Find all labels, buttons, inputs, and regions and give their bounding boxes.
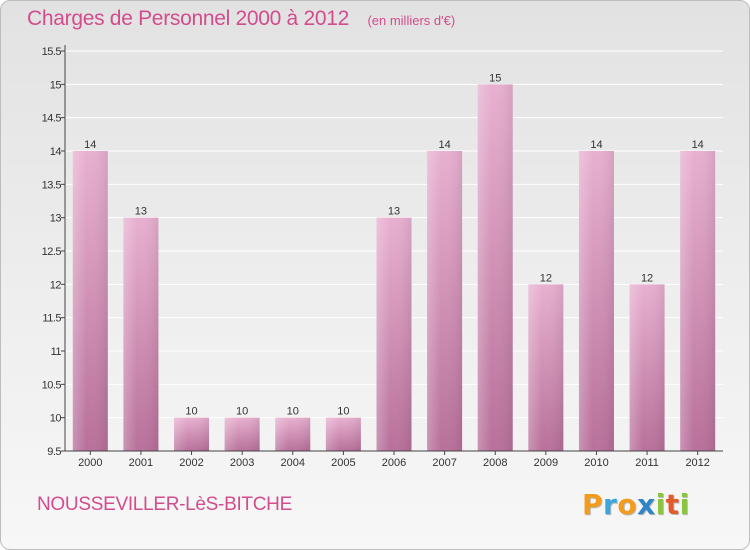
y-tick-label: 14.5	[42, 113, 62, 125]
data-label: 10	[337, 406, 349, 418]
bar-shade	[224, 417, 260, 451]
bar-shade	[427, 151, 463, 451]
data-label: 10	[185, 406, 197, 418]
data-label: 10	[236, 406, 248, 418]
x-tick-label: 2003	[230, 457, 254, 469]
bar-shade	[325, 417, 361, 451]
x-tick-label: 2004	[281, 457, 305, 469]
logo-letter: i	[655, 488, 666, 521]
chart-title: Charges de Personnel 2000 à 2012	[27, 7, 349, 30]
y-tick-label: 12	[50, 279, 62, 291]
data-label: 13	[388, 206, 400, 218]
title-row: Charges de Personnel 2000 à 2012 (en mil…	[27, 7, 455, 31]
data-label: 12	[540, 272, 552, 284]
y-tick-label: 15.5	[42, 46, 62, 58]
logo-letter: i	[679, 488, 690, 521]
proxiti-logo: Proxiti	[582, 488, 690, 521]
y-tick-label: 15	[50, 79, 62, 91]
x-tick-label: 2008	[483, 457, 507, 469]
x-tick-label: 2009	[534, 457, 558, 469]
bar-shade	[174, 417, 210, 451]
x-tick-label: 2010	[584, 457, 608, 469]
bar-shade	[578, 151, 614, 451]
y-tick-label: 10.5	[42, 379, 62, 391]
x-tick-label: 2002	[179, 457, 203, 469]
y-tick-label: 13.5	[42, 179, 62, 191]
chart-subtitle: (en milliers d'€)	[367, 13, 456, 28]
x-tick-label: 2011	[635, 457, 659, 469]
x-tick-label: 2001	[129, 457, 153, 469]
data-label: 13	[135, 206, 147, 218]
data-label: 14	[692, 139, 704, 151]
data-label: 15	[489, 72, 501, 84]
x-tick-label: 2000	[78, 457, 102, 469]
bar-shade	[528, 284, 564, 451]
x-tick-label: 2012	[685, 457, 709, 469]
bar-shade	[629, 284, 665, 451]
logo-letter: t	[665, 488, 680, 521]
x-tick-label: 2007	[432, 457, 456, 469]
x-tick-label: 2006	[382, 457, 406, 469]
bar-shade	[275, 417, 311, 451]
x-tick-label: 2005	[331, 457, 355, 469]
bar-shade	[680, 151, 716, 451]
bar-shade	[376, 217, 412, 451]
y-tick-label: 11	[51, 346, 62, 358]
data-label: 14	[84, 139, 96, 151]
data-label: 14	[438, 139, 450, 151]
y-tick-label: 12.5	[42, 246, 62, 258]
bar-shade	[477, 84, 513, 451]
y-tick-label: 9.5	[47, 446, 61, 458]
bars: 14 13 10 10 10 10 13 14 15 12 14 12 14	[72, 72, 716, 451]
bar-shade	[72, 151, 108, 451]
bar-shade	[123, 217, 159, 451]
logo-letter: r	[603, 488, 618, 521]
logo-letter: P	[582, 488, 604, 521]
axes: 9.5 10 10.5 11 11.5 12 12.5 13 13.5 14 14.5 15 15.5 2…	[42, 45, 723, 469]
y-tick-label: 13	[50, 213, 62, 225]
y-tick-label: 11.5	[42, 313, 61, 325]
logo-letter: o	[617, 488, 638, 521]
data-label: 14	[590, 139, 602, 151]
y-tick-label: 14	[50, 146, 62, 158]
data-label: 12	[641, 272, 653, 284]
data-label: 10	[287, 406, 299, 418]
y-tick-label: 10	[50, 413, 62, 425]
commune-name: NOUSSEVILLER-LèS-BITCHE	[37, 494, 292, 515]
logo-letter: x	[637, 488, 656, 521]
